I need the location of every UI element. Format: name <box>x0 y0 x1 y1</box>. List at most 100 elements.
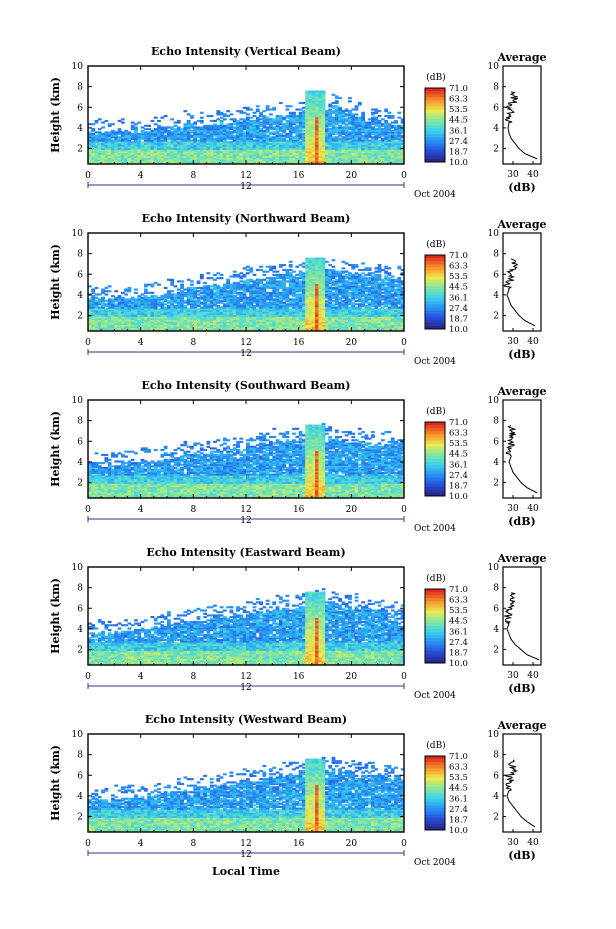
echo-cell <box>239 136 244 139</box>
echo-cell <box>170 154 175 157</box>
echo-cell <box>246 131 250 134</box>
echo-cell <box>209 149 214 152</box>
echo-cell <box>222 128 227 131</box>
echo-cell <box>88 139 92 142</box>
echo-cell <box>88 134 92 137</box>
echo-cell <box>196 142 201 145</box>
echo-cell <box>367 142 372 145</box>
echo-cell <box>222 142 227 145</box>
echo-cell <box>137 132 142 136</box>
echo-cell <box>387 139 392 142</box>
echo-cell <box>325 126 329 129</box>
echo-cell <box>199 159 204 162</box>
avg-y-tick-label: 8 <box>493 83 499 93</box>
echo-cell <box>163 159 168 162</box>
echo-cell <box>262 142 267 145</box>
echo-cell <box>308 108 313 111</box>
echo-cell <box>186 119 191 123</box>
echo-cell <box>301 132 306 136</box>
echo-cell <box>219 137 224 140</box>
echo-cell <box>305 147 310 150</box>
echo-cell <box>190 150 194 154</box>
echo-cell <box>216 136 221 139</box>
echo-cell <box>209 115 214 118</box>
echo-cell <box>91 308 96 311</box>
echo-cell <box>222 283 227 286</box>
echo-cell <box>249 159 254 162</box>
echo-cell <box>137 157 142 160</box>
echo-cell <box>213 154 217 157</box>
echo-cell <box>213 132 217 136</box>
echo-cell <box>315 146 319 149</box>
echo-cell <box>328 137 333 140</box>
echo-cell <box>183 110 188 113</box>
echo-cell <box>328 150 333 154</box>
echo-cell <box>259 137 263 140</box>
echo-cell <box>203 134 207 137</box>
echo-cell <box>384 129 389 132</box>
echo-cell <box>114 150 119 154</box>
echo-cell <box>206 139 211 142</box>
echo-cell <box>334 95 339 98</box>
echo-cell <box>311 146 316 149</box>
echo-cell <box>147 144 152 147</box>
echo-cell <box>298 159 303 162</box>
echo-cell <box>117 319 122 322</box>
echo-cell <box>305 126 310 129</box>
echo-cell <box>97 118 102 121</box>
echo-cell <box>331 121 336 124</box>
echo-cell <box>380 132 385 136</box>
echo-cell <box>101 326 105 329</box>
echo-cell <box>321 92 326 95</box>
echo-cell <box>130 147 135 150</box>
echo-cell <box>219 139 224 142</box>
echo-cell <box>88 309 92 312</box>
echo-cell <box>315 118 319 121</box>
echo-cell <box>219 273 224 276</box>
echo-cell <box>394 152 398 155</box>
echo-cell <box>272 126 277 129</box>
echo-cell <box>351 160 356 163</box>
echo-cell <box>170 128 175 131</box>
echo-cell <box>384 128 389 131</box>
echo-cell <box>252 149 257 152</box>
echo-cell <box>130 136 135 139</box>
echo-cell <box>262 159 267 162</box>
echo-cell <box>97 160 102 163</box>
date-label: Oct 2004 <box>414 190 456 200</box>
echo-cell <box>377 131 382 134</box>
echo-cell <box>222 141 227 144</box>
echo-cell <box>242 154 247 157</box>
echo-cell <box>348 141 352 144</box>
echo-cell <box>275 159 280 162</box>
echo-cell <box>104 136 109 139</box>
echo-cell <box>124 147 128 150</box>
echo-cell <box>394 150 398 154</box>
echo-cell <box>265 150 270 154</box>
echo-cell <box>318 257 323 260</box>
echo-cell <box>305 257 310 260</box>
echo-cell <box>282 268 286 272</box>
echo-cell <box>236 128 240 131</box>
echo-cell <box>209 132 214 136</box>
echo-cell <box>226 134 231 137</box>
echo-cell <box>334 306 339 309</box>
echo-cell <box>354 126 359 129</box>
echo-cell <box>380 157 385 160</box>
echo-cell <box>97 319 102 322</box>
echo-cell <box>275 116 280 119</box>
echo-cell <box>298 129 303 132</box>
echo-cell <box>176 159 181 162</box>
echo-cell <box>318 103 323 106</box>
echo-cell <box>318 118 323 121</box>
echo-cell <box>94 119 99 123</box>
echo-cell <box>167 299 171 303</box>
echo-cell <box>328 160 333 163</box>
echo-cell <box>361 113 365 116</box>
echo-cell <box>190 139 194 142</box>
echo-cell <box>390 144 395 147</box>
echo-cell <box>364 144 369 147</box>
echo-cell <box>282 128 286 131</box>
echo-cell <box>94 160 99 163</box>
average-profile-line <box>504 91 538 160</box>
